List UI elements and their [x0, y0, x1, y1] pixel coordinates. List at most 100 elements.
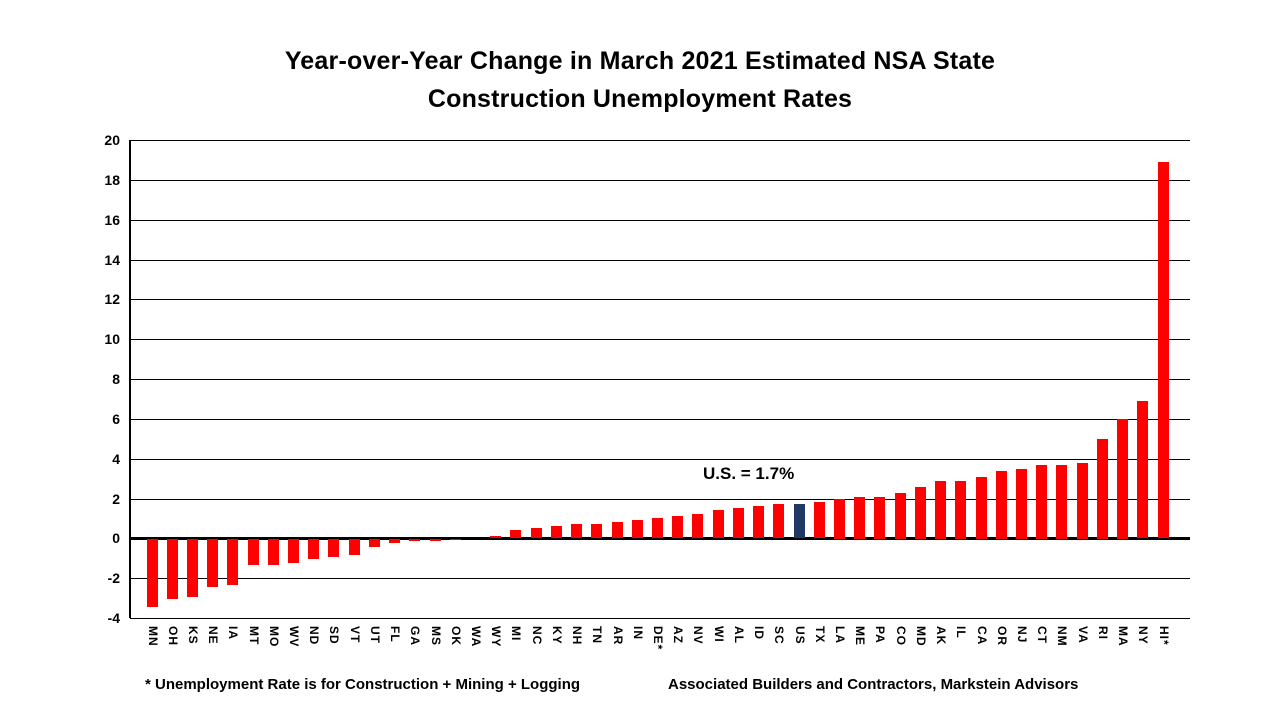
gridline-8 [130, 379, 1190, 380]
bar-MD [914, 486, 926, 539]
bar-KS [186, 539, 198, 598]
x-axis-label-PA: PA [873, 626, 888, 644]
x-axis-label-OR: OR [994, 626, 1009, 646]
gridline-6 [130, 418, 1190, 420]
x-axis-label-MO: MO [266, 626, 281, 648]
x-axis-label-KY: KY [549, 626, 564, 645]
bar-ID [753, 506, 765, 539]
bar-WV [288, 539, 300, 564]
footnote-source: Associated Builders and Contractors, Mar… [668, 676, 1079, 693]
x-axis-label-MI: MI [509, 626, 524, 642]
y-axis-tick-label: 2 [112, 490, 120, 507]
bar-MO [267, 539, 279, 566]
bar-IA [227, 539, 239, 586]
footnote-asterisk: * Unemployment Rate is for Construction … [145, 676, 581, 693]
bar-AZ [672, 516, 684, 539]
x-axis-label-WA: WA [469, 626, 484, 648]
zero-gridline [130, 537, 1190, 541]
bar-OH [166, 539, 178, 600]
x-axis-label-NH: NH [570, 626, 585, 646]
x-axis-label-LA: LA [832, 626, 847, 644]
x-axis-label-NM: NM [1055, 626, 1070, 647]
y-axis-tick-label: 0 [112, 530, 120, 547]
y-axis-tick-label: -2 [107, 570, 120, 587]
x-axis-label-ME: ME [853, 626, 868, 646]
x-axis-label-FL: FL [388, 626, 403, 643]
x-axis-label-MD: MD [913, 626, 928, 647]
x-axis-label-NY: NY [1136, 626, 1151, 645]
x-axis-label-DE*: DE* [651, 626, 665, 651]
x-axis-label-KS: KS [185, 626, 200, 645]
x-axis-label-MN: MN [145, 626, 160, 647]
x-axis-label-CA: CA [974, 626, 989, 646]
x-axis-label-AZ: AZ [671, 626, 686, 644]
bar-ND [308, 539, 320, 560]
bar-MT [247, 539, 259, 566]
x-axis-label-SD: SD [327, 626, 342, 645]
x-axis-label-MA: MA [1116, 626, 1131, 647]
bar-AR [611, 522, 623, 539]
bar-CT [1036, 464, 1048, 539]
bar-LA [833, 498, 845, 539]
bar-GA [409, 539, 421, 542]
bar-KY [550, 526, 562, 539]
x-axis-label-WI: WI [711, 626, 726, 643]
x-axis-label-GA: GA [408, 626, 423, 646]
x-axis-label-AL: AL [731, 626, 746, 644]
bar-IL [955, 480, 967, 539]
x-axis-label-WV: WV [287, 626, 302, 648]
chart-title-line1: Year-over-Year Change in March 2021 Esti… [284, 47, 996, 75]
bar-NY [1137, 400, 1149, 538]
bar-HI* [1157, 161, 1169, 538]
bar-SD [328, 539, 340, 558]
y-axis-tick-label: 20 [104, 132, 120, 148]
gridline-16 [130, 219, 1190, 221]
x-axis-label-AK: AK [934, 626, 949, 646]
y-axis-line [129, 140, 131, 618]
x-axis-label-MT: MT [246, 626, 261, 646]
x-axis-label-OK: OK [448, 626, 463, 646]
bar-DE* [652, 518, 663, 539]
gridline-10 [130, 339, 1190, 341]
y-axis-tick-label: 10 [104, 331, 120, 348]
x-axis-label-HI*: HI* [1156, 626, 1171, 646]
gridline--2 [130, 578, 1190, 580]
chart-title-line2: Construction Unemployment Rates [427, 85, 853, 113]
y-axis-tick-label: 4 [112, 450, 120, 467]
x-axis-label-CO: CO [893, 626, 908, 646]
y-axis-tick-label: 18 [104, 171, 120, 188]
bar-IN [631, 520, 643, 539]
bar-OK [449, 539, 461, 541]
bar-NH [571, 524, 583, 539]
bar-MS [429, 539, 441, 542]
bar-UT [368, 539, 380, 548]
bar-AK [935, 480, 947, 539]
bar-NC [530, 528, 542, 539]
bar-NM [1056, 464, 1068, 539]
bar-TN [591, 524, 603, 539]
x-axis-label-VA: VA [1075, 626, 1090, 644]
chart-title: Year-over-Year Change in March 2021 Esti… [0, 42, 1280, 118]
bar-CO [894, 492, 906, 539]
x-axis-label-IL: IL [954, 626, 969, 639]
bar-RI [1096, 438, 1108, 539]
gridline-2 [130, 498, 1190, 500]
y-axis-tick-label: -4 [107, 610, 120, 626]
bar-VT [348, 539, 360, 556]
x-axis-label-RI: RI [1095, 626, 1110, 640]
bar-WY [490, 536, 502, 539]
bar-ME [854, 496, 866, 539]
y-axis-tick-label: 8 [112, 371, 120, 387]
x-axis-label-ID: ID [752, 626, 767, 640]
x-axis-label-WY: WY [489, 626, 504, 648]
bar-VA [1076, 462, 1088, 539]
gridline--4 [130, 618, 1190, 619]
y-axis-tick-label: 14 [104, 251, 120, 268]
bar-US [793, 504, 805, 539]
bar-PA [874, 496, 886, 539]
bar-MN [146, 539, 158, 608]
x-axis-label-CT: CT [1035, 626, 1050, 644]
x-axis-label-TN: TN [590, 626, 605, 644]
bar-WI [712, 510, 724, 539]
